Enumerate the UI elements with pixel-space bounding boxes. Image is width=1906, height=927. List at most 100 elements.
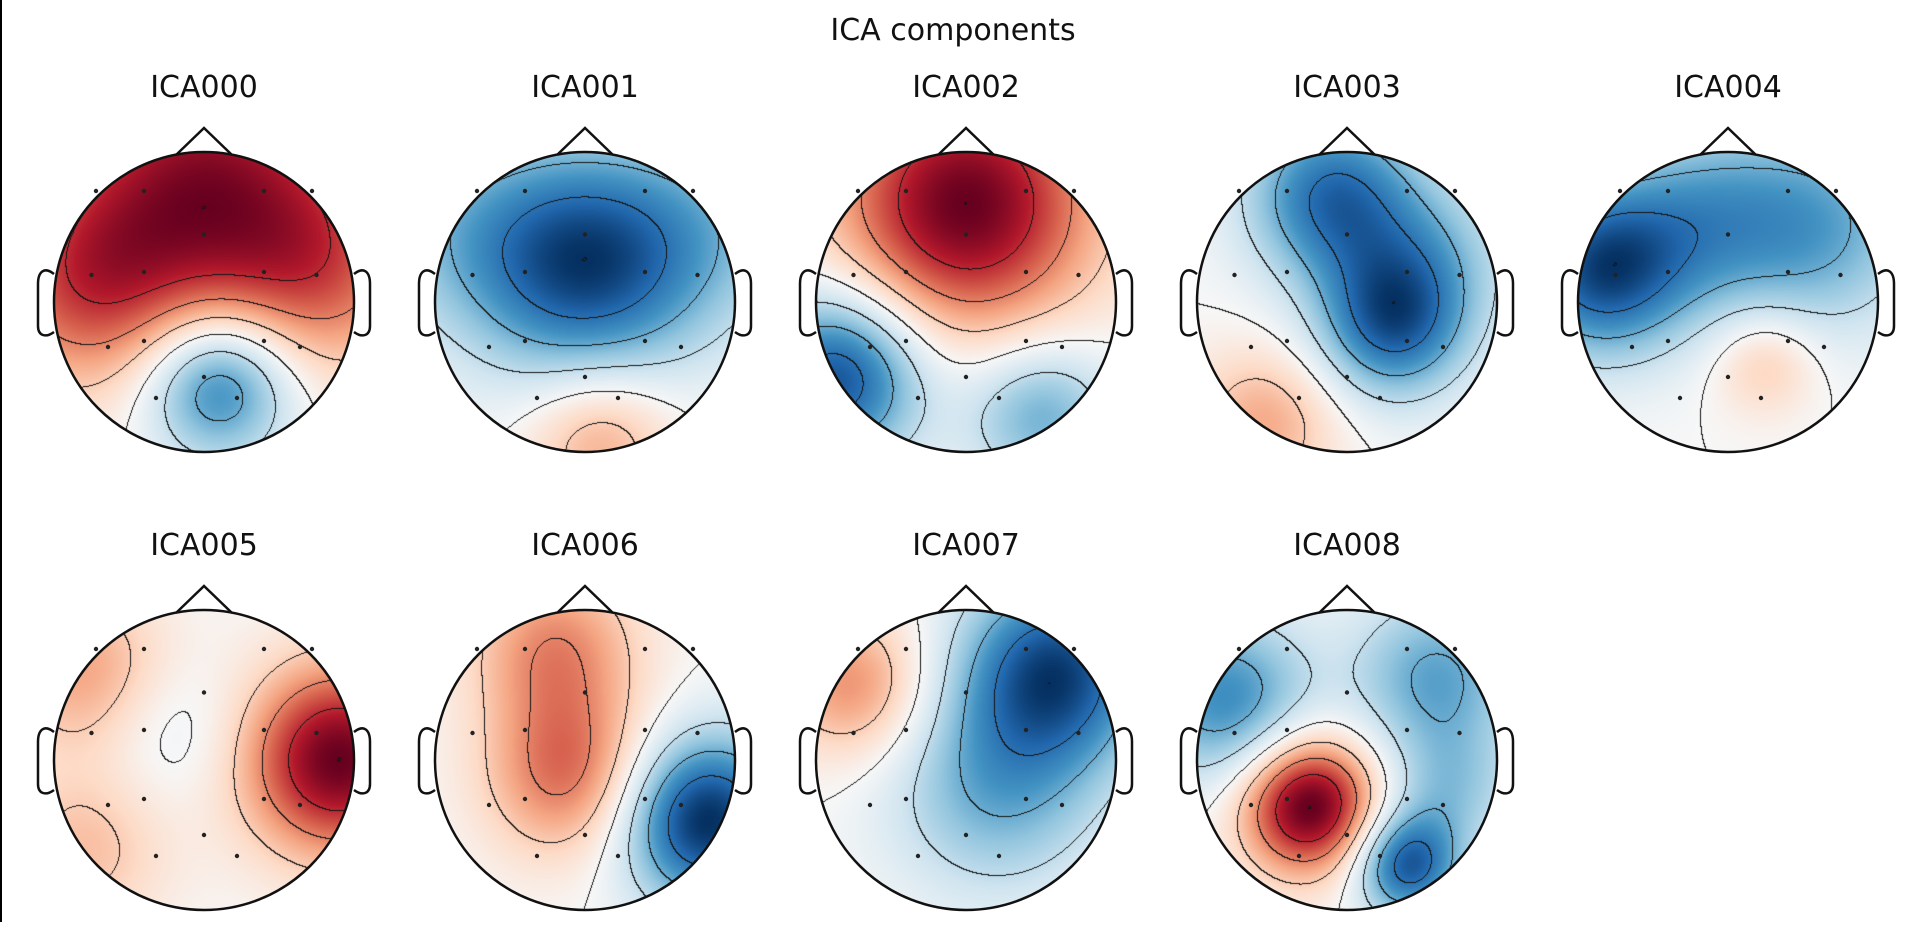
sensor-dot — [1404, 727, 1410, 733]
sensor-dot — [1232, 272, 1237, 278]
nose-outline — [1318, 126, 1376, 156]
sensor-dot — [1404, 269, 1410, 275]
sensor-dot — [642, 646, 648, 652]
topomap-title: ICA005 — [150, 528, 258, 563]
right-ear-outline — [734, 727, 753, 795]
sensor-dot — [903, 188, 909, 194]
sensor-dot — [642, 796, 648, 802]
sensor-dot — [1023, 727, 1029, 733]
sensor-dot — [1665, 269, 1671, 275]
head-outline — [814, 608, 1118, 912]
topomap-ica004: ICA004 — [1560, 70, 1896, 454]
sensor-dot — [1344, 690, 1350, 695]
sensor-dot — [261, 646, 267, 652]
sensor-dot — [615, 395, 621, 401]
topomap-field — [1197, 152, 1497, 452]
sensor-dot — [642, 188, 648, 194]
sensor-dot — [1071, 188, 1077, 194]
sensor-dot — [996, 853, 1002, 859]
head-outline — [52, 608, 356, 912]
topomap-title: ICA003 — [1293, 70, 1401, 105]
sensor-dot — [903, 646, 909, 652]
sensor-dot — [1452, 188, 1458, 194]
right-ear-outline — [353, 727, 372, 795]
sensor-dot — [234, 853, 240, 859]
sensor-dot — [153, 395, 159, 401]
sensor-dot — [522, 269, 528, 275]
sensor-dot — [93, 188, 99, 194]
sensor-dot — [297, 802, 303, 808]
sensor-dot — [855, 646, 861, 652]
topomap-title: ICA007 — [912, 528, 1020, 563]
sensor-dot — [1821, 344, 1827, 350]
topomap-field — [54, 152, 354, 452]
sensor-dot — [1059, 344, 1065, 350]
sensor-dot — [690, 188, 696, 194]
sensor-dot — [903, 727, 909, 733]
sensor-dot — [915, 395, 921, 401]
sensor-dot — [1296, 853, 1302, 859]
sensor-dot — [851, 272, 856, 278]
left-ear-outline — [1179, 269, 1198, 337]
sensor-dot — [1440, 344, 1446, 350]
sensor-dot — [486, 802, 492, 808]
sensor-dot — [534, 395, 540, 401]
sensor-dot — [261, 188, 267, 194]
sensor-dot — [695, 730, 700, 736]
sensor-dot — [522, 727, 528, 733]
sensor-dot — [261, 796, 267, 802]
sensor-dot — [678, 802, 684, 808]
nose-outline — [937, 126, 995, 156]
sensor-dot — [1284, 646, 1290, 652]
sensor-dot — [201, 832, 207, 838]
sensor-dot — [582, 690, 588, 695]
topomap-field — [435, 152, 735, 452]
topomap-grid: ICA000 ICA001 ICA002 ICA003 ICA004 ICA005 ICA0… — [36, 70, 1896, 912]
sensor-dot — [963, 232, 969, 237]
left-ear-outline — [417, 269, 436, 337]
topomap-title: ICA004 — [1674, 70, 1782, 105]
sensor-dot — [996, 395, 1002, 401]
sensor-dot — [486, 344, 492, 350]
sensor-dot — [89, 272, 94, 278]
sensor-dot — [141, 646, 147, 652]
sensor-dot — [474, 646, 480, 652]
topomap-ica007: ICA007 — [798, 528, 1134, 912]
sensor-dot — [1023, 338, 1029, 344]
sensor-dot — [1377, 853, 1383, 859]
left-ear-outline — [798, 727, 817, 795]
right-ear-outline — [353, 269, 372, 337]
sensor-dot — [695, 272, 700, 278]
sensor-dot — [1629, 344, 1635, 350]
nose-outline — [1699, 126, 1757, 156]
sensor-dot — [309, 646, 315, 652]
sensor-dot — [261, 269, 267, 275]
sensor-dot — [522, 188, 528, 194]
topomap-field — [1578, 152, 1878, 452]
sensor-dot — [474, 188, 480, 194]
head-outline — [1195, 150, 1499, 454]
topomap-ica006: ICA006 — [417, 528, 753, 912]
sensor-dot — [314, 272, 319, 278]
sensor-dot — [1076, 272, 1081, 278]
sensor-dot — [1236, 188, 1242, 194]
topomap-field — [816, 152, 1116, 452]
topomap-ica002: ICA002 — [798, 70, 1134, 454]
sensor-dot — [1023, 269, 1029, 275]
right-ear-outline — [734, 269, 753, 337]
sensor-dot — [1404, 646, 1410, 652]
right-ear-outline — [1496, 727, 1515, 795]
nose-outline — [556, 584, 614, 614]
sensor-dot — [1457, 272, 1462, 278]
sensor-dot — [141, 796, 147, 802]
sensor-dot — [1377, 395, 1383, 401]
sensor-dot — [1785, 269, 1791, 275]
sensor-dot — [1665, 338, 1671, 344]
sensor-dot — [1023, 646, 1029, 652]
sensor-dot — [1758, 395, 1764, 401]
sensor-dot — [1296, 395, 1302, 401]
sensor-dot — [1617, 188, 1623, 194]
topomap-ica003: ICA003 — [1179, 70, 1515, 454]
right-ear-outline — [1496, 269, 1515, 337]
